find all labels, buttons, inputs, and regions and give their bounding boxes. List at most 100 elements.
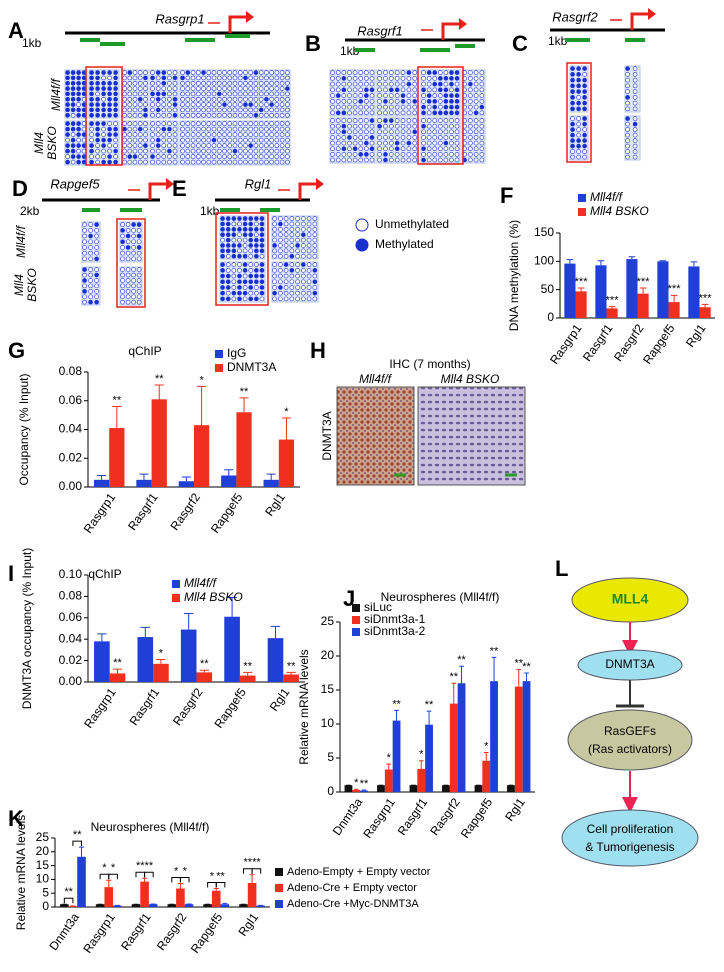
- unmethylated-cpg: [336, 158, 340, 162]
- methylated-cpg: [336, 111, 340, 115]
- unmethylated-cpg: [259, 71, 263, 75]
- unmethylated-cpg: [290, 291, 294, 295]
- unmethylated-cpg: [389, 141, 393, 145]
- genotype-label: Mll4: [12, 274, 26, 296]
- methylated-cpg: [173, 103, 177, 107]
- unmethylated-cpg: [259, 81, 263, 85]
- unmethylated-cpg: [401, 141, 405, 145]
- unmethylated-cpg: [108, 76, 112, 80]
- unmethylated-cpg: [173, 87, 177, 91]
- unmethylated-cpg: [285, 144, 289, 148]
- unmethylated-cpg: [468, 141, 472, 145]
- unmethylated-cpg: [342, 105, 346, 109]
- ihc-title: IHC (7 months): [389, 357, 470, 371]
- methylated-cpg: [151, 92, 155, 96]
- unmethylated-cpg: [173, 144, 177, 148]
- unmethylated-cpg: [207, 71, 211, 75]
- unmethylated-cpg: [307, 243, 311, 247]
- unmethylated-cpg: [480, 76, 484, 80]
- methylated-cpg: [571, 78, 575, 82]
- unmethylated-cpg: [96, 92, 100, 96]
- unmethylated-cpg: [359, 141, 363, 145]
- unmethylated-cpg: [212, 71, 216, 75]
- methylated-cpg: [249, 243, 253, 247]
- legend-swatch: [215, 350, 223, 358]
- methylated-cpg: [90, 71, 94, 75]
- methylated-cpg: [583, 117, 587, 121]
- unmethylated-cpg: [238, 160, 242, 164]
- unmethylated-cpg: [181, 103, 185, 107]
- unmethylated-cpg: [433, 119, 437, 123]
- unmethylated-cpg: [359, 71, 363, 75]
- unmethylated-cpg: [449, 147, 453, 151]
- methylated-cpg: [143, 113, 147, 117]
- legend-label: IgG: [227, 346, 246, 360]
- methylated-cpg: [249, 274, 253, 278]
- unmethylated-cpg: [196, 160, 200, 164]
- methylated-cpg: [90, 113, 94, 117]
- unmethylated-cpg: [138, 108, 142, 112]
- methylated-cpg: [138, 97, 142, 101]
- unmethylated-cpg: [259, 155, 263, 159]
- unmethylated-cpg: [427, 124, 431, 128]
- methylated-cpg: [342, 130, 346, 134]
- methylated-cpg: [96, 103, 100, 107]
- unmethylated-cpg: [422, 94, 426, 98]
- unmethylated-cpg: [121, 300, 125, 304]
- unmethylated-cpg: [347, 71, 351, 75]
- unmethylated-cpg: [96, 160, 100, 164]
- unmethylated-cpg: [83, 228, 87, 232]
- unmethylated-cpg: [313, 243, 317, 247]
- unmethylated-cpg: [284, 233, 288, 237]
- bar: [240, 676, 256, 682]
- unmethylated-cpg: [212, 97, 216, 101]
- bar: [279, 440, 294, 487]
- tss-head: [246, 11, 254, 23]
- unmethylated-cpg: [413, 158, 417, 162]
- methylated-cpg: [77, 87, 81, 91]
- unmethylated-cpg: [137, 268, 141, 272]
- unmethylated-cpg: [232, 285, 236, 289]
- significance: **: [73, 829, 82, 841]
- unmethylated-cpg: [270, 127, 274, 131]
- unmethylated-cpg: [284, 280, 288, 284]
- unmethylated-cpg: [413, 88, 417, 92]
- methylated-cpg: [102, 122, 106, 126]
- methylated-cpg: [143, 76, 147, 80]
- unmethylated-cpg: [359, 124, 363, 128]
- methylated-cpg: [156, 71, 160, 75]
- unmethylated-cpg: [342, 99, 346, 103]
- methylated-cpg: [422, 88, 426, 92]
- methylated-cpg: [633, 122, 637, 126]
- significance: **: [490, 645, 499, 657]
- gene-name: Rasgrf1: [357, 23, 403, 38]
- unmethylated-cpg: [313, 233, 317, 237]
- unmethylated-cpg: [285, 108, 289, 112]
- unmethylated-cpg: [212, 144, 216, 148]
- significance: **: [64, 886, 73, 898]
- methylated-cpg: [221, 227, 225, 231]
- y-tick-label: 150: [534, 225, 554, 239]
- unmethylated-cpg: [162, 122, 166, 126]
- methylated-cpg: [583, 107, 587, 111]
- unmethylated-cpg: [237, 222, 241, 226]
- methylated-cpg: [221, 217, 225, 221]
- unmethylated-cpg: [228, 76, 232, 80]
- methylated-cpg: [114, 160, 118, 164]
- unmethylated-cpg: [77, 103, 81, 107]
- unmethylated-cpg: [128, 127, 132, 131]
- panel-letter: G: [8, 338, 25, 363]
- unmethylated-cpg: [123, 133, 127, 137]
- node-label: RasGEFs: [604, 724, 656, 738]
- unmethylated-cpg: [254, 127, 258, 131]
- methylated-cpg: [114, 76, 118, 80]
- tss-arrow: [230, 17, 248, 33]
- unmethylated-cpg: [167, 92, 171, 96]
- methylated-cpg: [156, 144, 160, 148]
- significance: *: [199, 374, 204, 386]
- unmethylated-cpg: [259, 92, 263, 96]
- unmethylated-cpg: [132, 234, 136, 238]
- methylated-cpg: [71, 97, 75, 101]
- methylated-cpg: [66, 122, 70, 126]
- legend-label: siDnmt3a-2: [364, 624, 426, 638]
